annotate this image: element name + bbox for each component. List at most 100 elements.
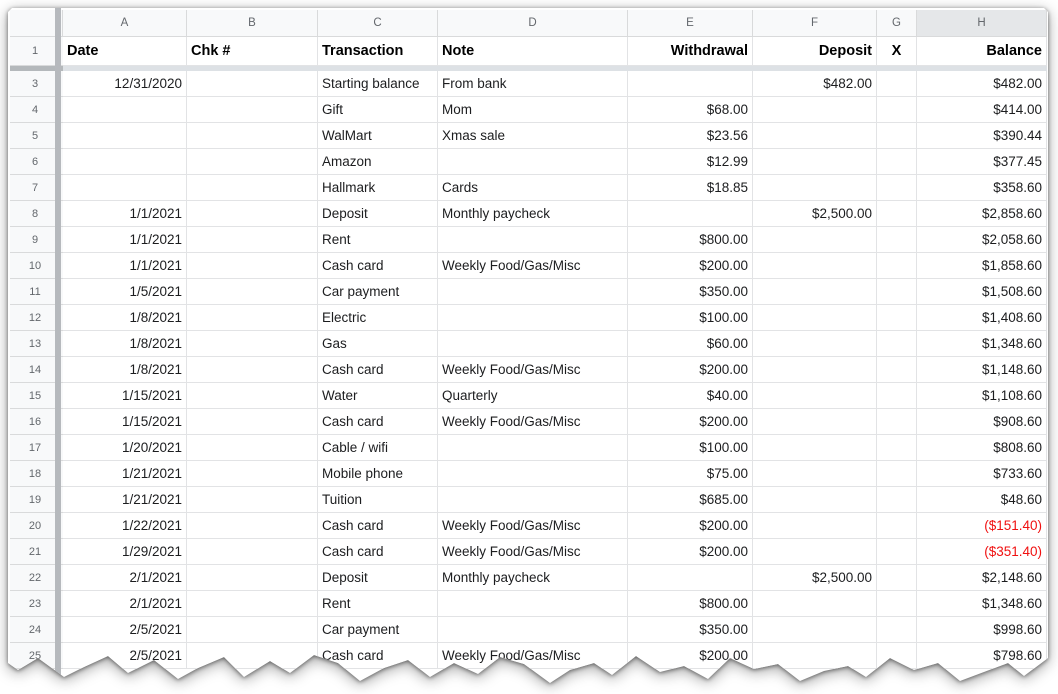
cell-date[interactable]: 1/8/2021 xyxy=(63,331,187,357)
cell-transaction[interactable]: Cash card xyxy=(318,357,438,383)
cell-balance[interactable]: $2,148.60 xyxy=(917,565,1047,591)
cell-x[interactable] xyxy=(877,461,917,487)
cell-note[interactable]: Cards xyxy=(438,175,628,201)
cell-transaction[interactable]: Gift xyxy=(318,97,438,123)
cell-date[interactable] xyxy=(63,97,187,123)
cell-date[interactable]: 2/5/2021 xyxy=(63,643,187,669)
row-number[interactable]: 6 xyxy=(10,149,63,175)
cell-date[interactable] xyxy=(63,149,187,175)
cell-chk[interactable] xyxy=(187,357,318,383)
cell-transaction[interactable]: Cash card xyxy=(318,539,438,565)
cell-deposit[interactable]: $482.00 xyxy=(753,71,877,97)
row-number[interactable]: 18 xyxy=(10,461,63,487)
cell-balance[interactable]: $377.45 xyxy=(917,149,1047,175)
cell-balance[interactable]: ($351.40) xyxy=(917,539,1047,565)
cell-date[interactable]: 1/5/2021 xyxy=(63,279,187,305)
cell-x[interactable] xyxy=(877,435,917,461)
row-number[interactable]: 5 xyxy=(10,123,63,149)
row-number[interactable]: 8 xyxy=(10,201,63,227)
cell-chk[interactable] xyxy=(187,513,318,539)
cell-deposit[interactable] xyxy=(753,175,877,201)
column-header-h-selected[interactable]: H xyxy=(917,10,1047,37)
cell-chk[interactable] xyxy=(187,201,318,227)
cell-deposit[interactable] xyxy=(753,305,877,331)
cell-transaction[interactable]: Deposit xyxy=(318,565,438,591)
cell-deposit[interactable] xyxy=(753,513,877,539)
select-all-corner-cell[interactable] xyxy=(10,10,63,37)
cell-deposit[interactable] xyxy=(753,357,877,383)
cell-deposit[interactable] xyxy=(753,123,877,149)
cell-date[interactable]: 2/1/2021 xyxy=(63,591,187,617)
cell-balance[interactable]: $1,348.60 xyxy=(917,591,1047,617)
row-number[interactable]: 16 xyxy=(10,409,63,435)
cell-deposit-header[interactable]: Deposit xyxy=(753,37,877,66)
cell-withdrawal[interactable]: $23.56 xyxy=(628,123,753,149)
cell-date[interactable]: 1/15/2021 xyxy=(63,409,187,435)
row-number[interactable]: 15 xyxy=(10,383,63,409)
cell-note[interactable] xyxy=(438,149,628,175)
row-number[interactable]: 19 xyxy=(10,487,63,513)
cell-note[interactable]: Weekly Food/Gas/Misc xyxy=(438,357,628,383)
row-number[interactable]: 1 xyxy=(10,37,63,66)
cell-transaction[interactable]: WalMart xyxy=(318,123,438,149)
cell-chk[interactable] xyxy=(187,123,318,149)
cell-x[interactable] xyxy=(877,175,917,201)
cell-x[interactable] xyxy=(877,357,917,383)
cell-deposit[interactable] xyxy=(753,97,877,123)
column-header-b[interactable]: B xyxy=(187,10,318,37)
cell-balance[interactable]: $414.00 xyxy=(917,97,1047,123)
cell-deposit[interactable] xyxy=(753,617,877,643)
cell-transaction[interactable]: Car payment xyxy=(318,617,438,643)
cell-date-header[interactable]: Date xyxy=(63,37,187,66)
cell-withdrawal[interactable]: $200.00 xyxy=(628,539,753,565)
cell-chk[interactable] xyxy=(187,253,318,279)
cell-x[interactable] xyxy=(877,591,917,617)
cell-balance[interactable]: $390.44 xyxy=(917,123,1047,149)
cell-transaction[interactable]: Gas xyxy=(318,331,438,357)
cell-withdrawal[interactable]: $100.00 xyxy=(628,305,753,331)
cell-date[interactable]: 1/22/2021 xyxy=(63,513,187,539)
cell-transaction[interactable]: Cash card xyxy=(318,643,438,669)
row-number[interactable]: 24 xyxy=(10,617,63,643)
cell-balance[interactable]: $798.60 xyxy=(917,643,1047,669)
cell-date[interactable]: 1/21/2021 xyxy=(63,461,187,487)
cell-x[interactable] xyxy=(877,253,917,279)
cell-note[interactable] xyxy=(438,617,628,643)
cell-chk[interactable] xyxy=(187,331,318,357)
row-number[interactable]: 3 xyxy=(10,71,63,97)
row-number[interactable]: 20 xyxy=(10,513,63,539)
cell-transaction[interactable]: Hallmark xyxy=(318,175,438,201)
cell-balance[interactable]: $998.60 xyxy=(917,617,1047,643)
cell-note[interactable]: Xmas sale xyxy=(438,123,628,149)
cell-balance[interactable]: $2,058.60 xyxy=(917,227,1047,253)
cell-date[interactable]: 1/1/2021 xyxy=(63,227,187,253)
cell-chk[interactable] xyxy=(187,565,318,591)
row-number[interactable]: 10 xyxy=(10,253,63,279)
cell-withdrawal[interactable]: $800.00 xyxy=(628,591,753,617)
cell-chk[interactable] xyxy=(187,617,318,643)
cell-x[interactable] xyxy=(877,539,917,565)
cell-transaction[interactable]: Cash card xyxy=(318,409,438,435)
cell-note[interactable]: Mom xyxy=(438,97,628,123)
cell-chk[interactable] xyxy=(187,435,318,461)
cell-note[interactable] xyxy=(438,487,628,513)
cell-transaction[interactable]: Cash card xyxy=(318,253,438,279)
cell-chk[interactable] xyxy=(187,97,318,123)
cell-deposit[interactable] xyxy=(753,149,877,175)
cell-withdrawal[interactable]: $350.00 xyxy=(628,279,753,305)
cell-chk[interactable] xyxy=(187,227,318,253)
cell-note[interactable]: Quarterly xyxy=(438,383,628,409)
cell-note[interactable] xyxy=(438,305,628,331)
cell-note[interactable] xyxy=(438,435,628,461)
column-header-e[interactable]: E xyxy=(628,10,753,37)
cell-note[interactable]: Weekly Food/Gas/Misc xyxy=(438,409,628,435)
cell-x[interactable] xyxy=(877,97,917,123)
cell-withdrawal[interactable]: $200.00 xyxy=(628,643,753,669)
cell-chk[interactable] xyxy=(187,175,318,201)
row-number[interactable]: 21 xyxy=(10,539,63,565)
cell-date[interactable]: 2/1/2021 xyxy=(63,565,187,591)
row-number[interactable]: 4 xyxy=(10,97,63,123)
cell-x[interactable] xyxy=(877,123,917,149)
cell-note[interactable]: Monthly paycheck xyxy=(438,201,628,227)
cell-transaction[interactable]: Amazon xyxy=(318,149,438,175)
